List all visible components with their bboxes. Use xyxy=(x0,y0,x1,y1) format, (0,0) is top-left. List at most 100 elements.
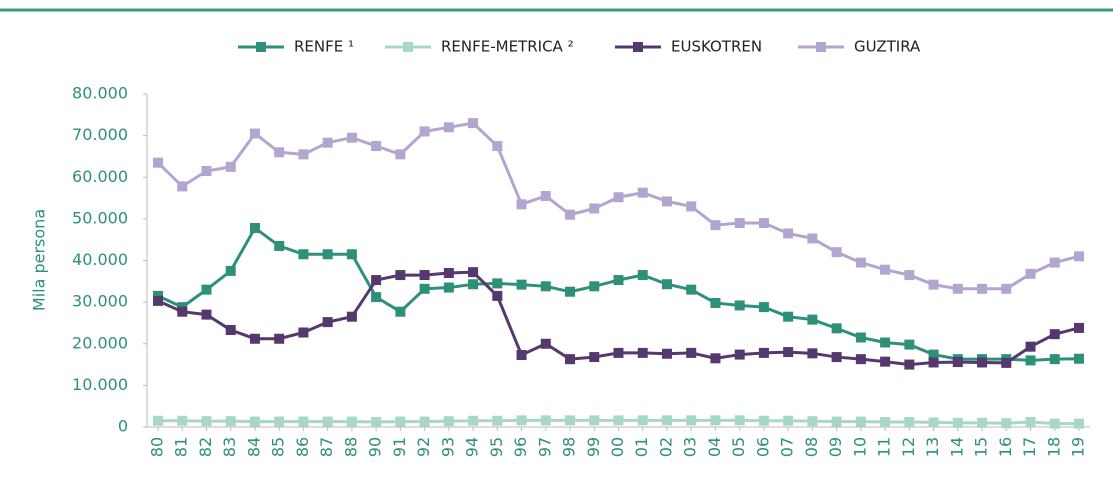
point-marker xyxy=(855,257,866,268)
x-tick-label: 81 xyxy=(172,437,191,457)
point-marker xyxy=(565,286,576,297)
point-marker xyxy=(928,279,939,290)
point-marker xyxy=(734,349,745,360)
point-marker xyxy=(395,149,406,160)
point-marker xyxy=(468,118,479,129)
point-marker xyxy=(516,279,527,290)
y-tick-label: 80.000 xyxy=(72,84,128,103)
point-marker xyxy=(492,290,503,301)
x-tick-label: 16 xyxy=(996,437,1015,457)
x-tick-label: 83 xyxy=(220,437,239,457)
point-marker xyxy=(1074,353,1084,364)
point-marker xyxy=(952,283,963,294)
point-marker xyxy=(249,416,260,427)
point-marker xyxy=(225,161,236,172)
point-marker xyxy=(201,416,212,427)
x-tick-label: 01 xyxy=(632,437,651,457)
point-marker xyxy=(322,249,333,260)
point-marker xyxy=(419,416,430,427)
point-marker xyxy=(734,415,745,426)
point-marker xyxy=(783,415,794,426)
y-tick-label: 30.000 xyxy=(72,292,128,311)
x-tick-label: 91 xyxy=(390,437,409,457)
x-tick-label: 98 xyxy=(560,437,579,457)
point-marker xyxy=(322,317,333,328)
x-tick-label: 06 xyxy=(753,437,772,457)
point-marker xyxy=(443,122,454,133)
x-tick-label: 97 xyxy=(535,437,554,457)
point-marker xyxy=(298,249,309,260)
x-tick-label: 84 xyxy=(244,437,263,457)
y-axis-label: Mila persona xyxy=(30,209,49,311)
point-marker xyxy=(807,348,818,359)
point-marker xyxy=(1049,418,1060,429)
point-marker xyxy=(419,270,430,281)
point-marker xyxy=(249,223,260,234)
point-marker xyxy=(880,356,891,367)
x-tick-label: 93 xyxy=(438,437,457,457)
point-marker xyxy=(637,270,648,281)
point-marker xyxy=(177,181,188,192)
point-marker xyxy=(540,281,551,292)
x-tick-label: 12 xyxy=(899,437,918,457)
x-tick-label: 92 xyxy=(414,437,433,457)
point-marker xyxy=(1001,283,1012,294)
point-marker xyxy=(201,166,212,177)
point-marker xyxy=(298,149,309,160)
point-marker xyxy=(1025,268,1036,279)
x-tick-label: 10 xyxy=(850,437,869,457)
point-marker xyxy=(516,415,527,426)
point-marker xyxy=(443,282,454,293)
point-marker xyxy=(395,416,406,427)
legend-label: EUSKOTREN xyxy=(671,38,762,56)
y-tick-label: 50.000 xyxy=(72,208,128,227)
legend-label: RENFE-METRICA ² xyxy=(441,38,574,56)
point-marker xyxy=(880,337,891,348)
x-tick-label: 08 xyxy=(802,437,821,457)
point-marker xyxy=(274,147,285,158)
point-marker xyxy=(322,416,333,427)
point-marker xyxy=(589,352,600,363)
x-tick-label: 04 xyxy=(705,437,724,457)
x-tick-label: 87 xyxy=(317,437,336,457)
point-marker xyxy=(783,228,794,239)
point-marker xyxy=(637,347,648,358)
point-marker xyxy=(589,415,600,426)
y-tick-label: 20.000 xyxy=(72,333,128,352)
x-tick-label: 18 xyxy=(1044,437,1063,457)
x-tick-label: 95 xyxy=(487,437,506,457)
point-marker xyxy=(371,292,382,303)
point-marker xyxy=(540,190,551,201)
point-marker xyxy=(371,417,382,428)
x-tick-label: 07 xyxy=(778,437,797,457)
point-marker xyxy=(686,201,697,212)
point-marker xyxy=(589,281,600,292)
point-marker xyxy=(322,137,333,148)
y-tick-label: 10.000 xyxy=(72,375,128,394)
x-tick-label: 96 xyxy=(511,437,530,457)
point-marker xyxy=(249,128,260,139)
legend-marker xyxy=(633,42,643,52)
point-marker xyxy=(637,415,648,426)
x-tick-label: 05 xyxy=(729,437,748,457)
point-marker xyxy=(880,417,891,428)
point-marker xyxy=(831,323,842,334)
y-tick-label: 70.000 xyxy=(72,125,128,144)
point-marker xyxy=(928,357,939,368)
point-marker xyxy=(758,347,769,358)
point-marker xyxy=(637,187,648,198)
x-tick-label: 15 xyxy=(972,437,991,457)
point-marker xyxy=(904,270,915,281)
point-marker xyxy=(395,306,406,317)
point-marker xyxy=(831,247,842,258)
point-marker xyxy=(565,354,576,365)
point-marker xyxy=(371,275,382,286)
point-marker xyxy=(371,141,382,152)
point-marker xyxy=(977,357,988,368)
x-tick-label: 17 xyxy=(1020,437,1039,457)
point-marker xyxy=(589,203,600,214)
point-marker xyxy=(225,265,236,276)
y-tick-label: 0 xyxy=(118,417,128,436)
point-marker xyxy=(249,333,260,344)
